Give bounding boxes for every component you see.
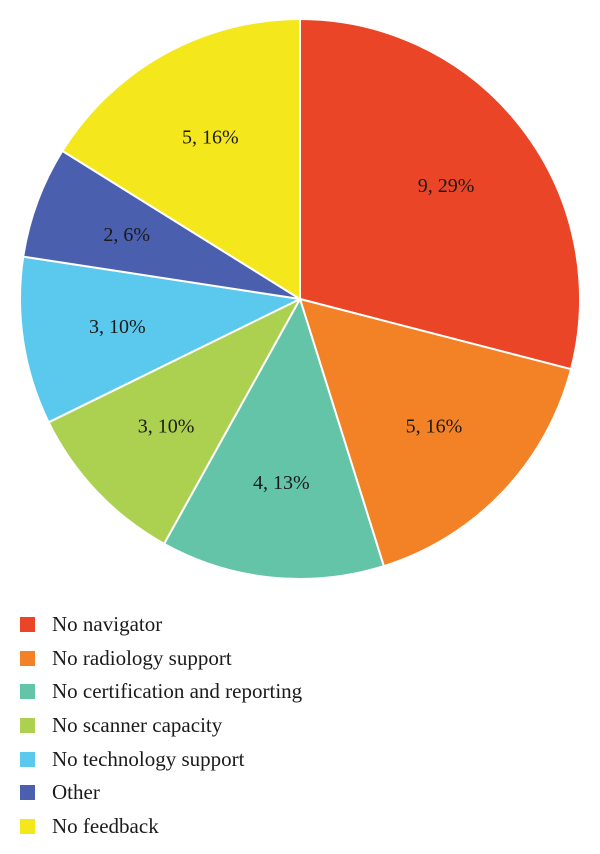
legend-label: No technology support [52, 746, 245, 771]
legend-swatch [20, 785, 35, 801]
legend-swatch [20, 684, 35, 700]
legend-item: No feedback [20, 810, 580, 844]
pie-slice [61, 18, 301, 300]
pie-svg: 9, 29% 5, 16% 4, 13% 3, 10% 3, 10% 2, 6% 5, 16… [19, 18, 581, 580]
legend-label: No certification and reporting [52, 679, 303, 704]
slice-data-label: 3, 10% [138, 415, 195, 437]
pie-slice [22, 149, 301, 300]
legend-swatch [20, 751, 35, 767]
slice-data-label: 4, 13% [253, 472, 310, 494]
legend-label: Other [52, 780, 100, 805]
legend-swatch [20, 818, 35, 834]
legend-swatch [20, 650, 35, 666]
pie-slice [19, 255, 301, 424]
pie-slice [299, 18, 581, 371]
legend-item: No scanner capacity [20, 709, 580, 743]
legend-label: No navigator [52, 612, 163, 637]
legend-label: No feedback [52, 813, 159, 838]
legend-swatch [20, 718, 35, 734]
legend-label: No radiology support [52, 645, 232, 670]
slice-data-label: 5, 16% [182, 126, 239, 148]
slice-data-label: 5, 16% [406, 415, 463, 437]
legend-item: No radiology support [20, 642, 580, 676]
legend-item: No certification and reporting [20, 675, 580, 709]
pie-slice [163, 298, 385, 580]
legend-item: Other [20, 776, 580, 810]
pie-slice [299, 298, 573, 568]
pie-slice [47, 298, 301, 545]
legend-swatch [20, 617, 35, 633]
legend-item: No navigator [20, 608, 580, 642]
slice-data-label: 9, 29% [418, 175, 475, 197]
slice-data-label: 3, 10% [89, 316, 146, 338]
slice-data-label: 2, 6% [103, 224, 150, 246]
legend-item: No technology support [20, 742, 580, 776]
chart-legend: No navigator No radiology support No certi… [20, 608, 580, 843]
legend-label: No scanner capacity [52, 713, 223, 738]
